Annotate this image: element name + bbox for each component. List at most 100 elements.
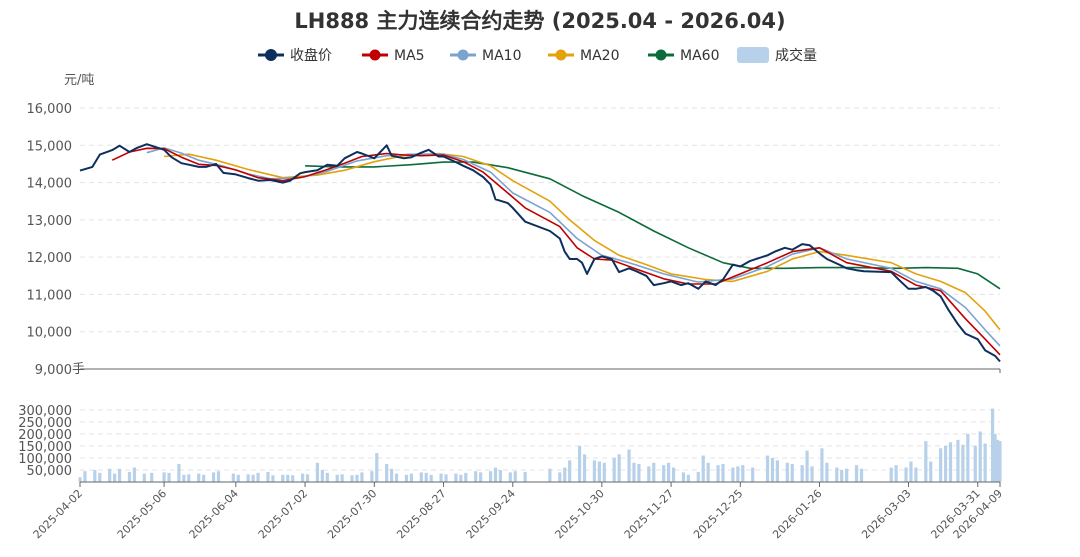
volume-tick-label: 150,000 [18,440,72,455]
volume-bar [667,462,671,482]
volume-bar [548,468,552,482]
volume-bar [83,471,87,482]
volume-bar [375,453,379,482]
volume-bar [810,466,814,482]
volume-bar [736,466,740,482]
volume-bar [498,469,503,482]
volume-bar [360,472,364,482]
volume-bar [202,474,206,482]
legend-item-volume: 成交量 [737,47,817,64]
volume-bar [108,468,112,482]
volume-bar [464,472,468,482]
x-tick-label: 2025-10-30 [553,487,607,541]
x-tick-label: 2026-03-03 [859,487,913,541]
volume-bar [577,445,582,482]
x-axis-ticks: 2025-04-02 2025-05-06 2025-06-04 2025-07-02… [31,482,1005,541]
volume-bar [355,474,359,482]
legend-label-ma60: MA60 [680,48,719,64]
price-tick-label: 14,000 [27,177,73,192]
volume-bar [706,462,710,482]
volume-bar [271,475,275,482]
volume-bar [563,467,567,482]
volume-bar [320,469,324,482]
volume-gridlines: 50,000100,000150,000200,000250,000300,00… [18,404,1000,479]
volume-bar [424,472,428,482]
legend-marker-ma60 [655,49,667,61]
legend: 收盘价 MA5 MA10 MA20 MA60 成交量 [258,47,817,64]
volume-unit-label: 手 [72,362,85,377]
series-line-close [79,143,1001,363]
volume-bar [701,455,705,482]
chart-title: LH888 主力连续合约走势 (2025.04 - 2026.04) [294,9,785,33]
volume-bar [167,472,171,482]
volume-bar [266,471,270,482]
volume-bar [647,466,651,482]
legend-swatch-volume [737,47,769,63]
price-tick-label: 15,000 [27,139,73,154]
series-line-ma5 [111,147,1001,356]
volume-bar [716,465,720,482]
volume-bar [696,471,700,482]
price-tick-label: 13,000 [27,214,73,229]
volume-bar [956,439,960,482]
volume-bar [924,441,928,482]
legend-item-ma5: MA5 [362,48,425,64]
volume-bar [966,433,970,482]
legend-label-ma5: MA5 [394,48,425,64]
volume-bar [454,473,458,482]
volume-tick-label: 50,000 [27,464,73,479]
volume-bar [652,462,656,482]
volume-bar [686,474,690,482]
volume-bar [835,467,839,482]
x-tick-label: 2025-11-27 [622,487,676,541]
volume-bar [973,445,977,482]
volume-bar [211,472,216,482]
volume-bar [216,471,221,482]
price-gridlines: 9,000 10,000 11,000 12,000 13,000 14,000 15,00… [27,102,1000,378]
price-tick-label: 12,000 [27,251,73,266]
volume-bar [177,463,181,482]
volume-bar [978,431,982,482]
volume-bar [904,467,908,482]
volume-bar [993,433,997,482]
volume-bar [340,474,344,482]
volume-bar [162,472,166,482]
volume-bar [637,463,641,482]
x-tick-label: 2025-06-04 [187,487,241,541]
legend-marker-close [265,49,277,61]
volume-bar [558,472,562,482]
volume-bar [429,474,433,482]
legend-item-ma60: MA60 [648,48,719,64]
volume-bar [939,448,943,482]
volume-bar [770,457,775,482]
volume-bar [602,462,606,482]
volume-bar [671,467,676,482]
volume-bar [943,445,948,482]
volume-bar [790,463,794,482]
volume-bar [281,474,285,482]
volume-bar [113,473,117,482]
volume-bar [948,442,953,482]
volume-bar [765,455,770,482]
volume-bar [127,471,132,482]
volume-bar [731,467,735,482]
volume-bar [93,469,97,482]
volume-bar [439,473,443,482]
volume-bar [479,472,483,482]
volume-bar [859,468,864,482]
price-unit-label: 元/吨 [64,73,94,88]
volume-bar [820,448,824,482]
volume-bar [805,450,809,482]
volume-bar [142,473,146,482]
volume-bar [681,472,686,482]
x-tick-label: 2025-12-25 [691,487,745,541]
x-tick-label: 2026-01-26 [770,487,824,541]
volume-bars [78,408,1002,482]
volume-bar [291,475,295,482]
legend-item-ma10: MA10 [450,48,521,64]
series-line-ma60 [305,161,1001,290]
volume-tick-label: 200,000 [18,428,72,443]
x-tick-label: 2025-09-24 [464,487,518,541]
volume-bar [325,472,329,482]
volume-bar [231,473,235,482]
